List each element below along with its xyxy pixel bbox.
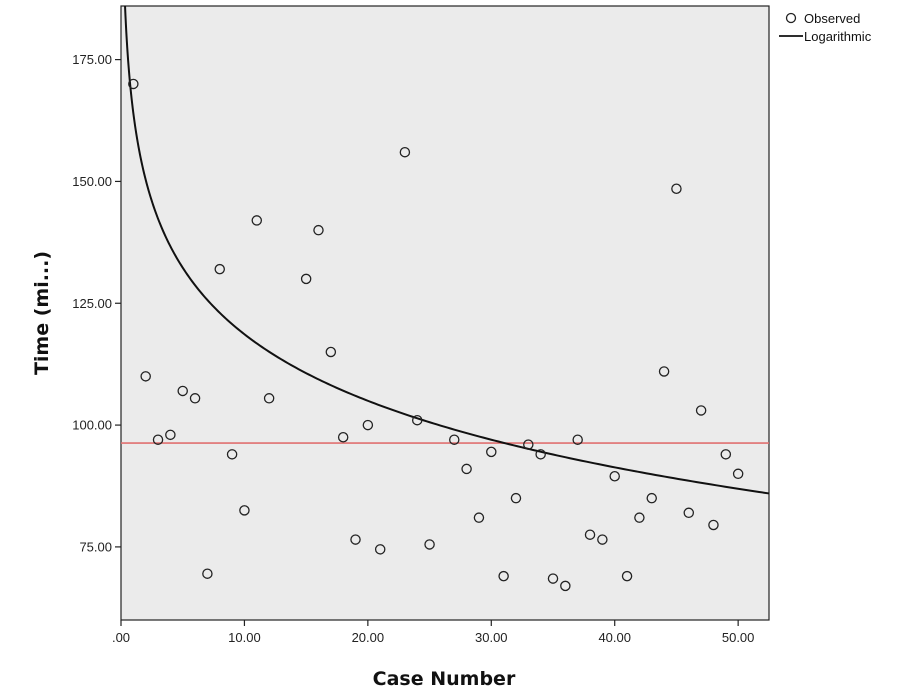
x-tick-label: .00 xyxy=(112,630,130,645)
y-tick-label: 100.00 xyxy=(72,418,112,433)
observed-point xyxy=(597,534,608,545)
observed-point xyxy=(584,529,596,540)
observed-point xyxy=(486,446,497,458)
observed-point xyxy=(634,512,645,523)
x-tick-label: 40.00 xyxy=(598,630,631,645)
legend: Observed Logarithmic xyxy=(779,11,872,44)
observed-point xyxy=(325,346,337,358)
x-tick-label: 30.00 xyxy=(475,630,508,645)
observed-point xyxy=(362,419,374,431)
observed-point xyxy=(646,492,657,504)
observed-point xyxy=(658,366,670,377)
x-tick-label: 10.00 xyxy=(228,630,261,645)
observed-point xyxy=(411,414,423,426)
y-axis-title: Time (mi...) xyxy=(31,251,53,375)
observed-point xyxy=(226,449,238,460)
y-tick-label: 75.00 xyxy=(79,539,112,554)
x-axis-title: Case Number xyxy=(373,668,516,689)
legend-observed-label: Observed xyxy=(804,11,860,26)
x-axis: .00 10.00 20.00 30.00 40.00 50.00 xyxy=(112,620,754,645)
observed-point xyxy=(350,534,361,545)
observed-point xyxy=(399,146,411,158)
observed-point xyxy=(449,434,460,445)
observed-point xyxy=(374,544,386,555)
observed-point xyxy=(609,470,620,482)
observed-point xyxy=(424,539,435,550)
plot-area xyxy=(120,5,770,621)
y-tick-label: 125.00 xyxy=(72,296,112,311)
observed-point xyxy=(461,463,472,475)
observed-point xyxy=(621,570,633,582)
observed-point xyxy=(708,519,719,531)
x-tick-label: 20.00 xyxy=(352,630,385,645)
x-tick-label: 50.00 xyxy=(722,630,755,645)
observed-point xyxy=(239,505,250,516)
observed-point xyxy=(300,273,312,285)
observed-point xyxy=(683,507,695,519)
observed-point xyxy=(560,580,571,592)
observed-point xyxy=(251,215,263,226)
observed-point xyxy=(473,512,485,523)
observed-point xyxy=(152,434,164,445)
observed-point xyxy=(695,405,707,416)
observed-point xyxy=(313,224,324,236)
observed-point xyxy=(337,432,349,443)
observed-point xyxy=(535,449,546,460)
observed-point xyxy=(214,263,225,275)
fit-layer xyxy=(124,6,770,495)
y-axis: 75.00 100.00 125.00 150.00 175.00 xyxy=(72,52,121,554)
observed-point xyxy=(523,439,534,450)
observed-point xyxy=(140,371,151,382)
observed-point xyxy=(165,429,176,441)
observed-point xyxy=(547,573,559,584)
observed-point xyxy=(189,393,201,404)
legend-observed-marker xyxy=(785,12,797,24)
observed-point xyxy=(202,568,213,579)
observed-point xyxy=(128,78,139,90)
y-tick-label: 175.00 xyxy=(72,52,112,67)
logarithmic-fit-line xyxy=(124,6,770,495)
observed-point xyxy=(498,570,509,582)
point-layer xyxy=(128,78,744,592)
observed-point xyxy=(572,434,583,445)
legend-logarithmic-label: Logarithmic xyxy=(804,29,872,44)
y-tick-label: 150.00 xyxy=(72,174,112,189)
observed-point xyxy=(510,492,522,504)
observed-point xyxy=(671,183,682,194)
observed-point xyxy=(732,468,744,480)
observed-point xyxy=(263,393,275,404)
observed-point xyxy=(177,385,188,397)
observed-point xyxy=(720,449,732,460)
